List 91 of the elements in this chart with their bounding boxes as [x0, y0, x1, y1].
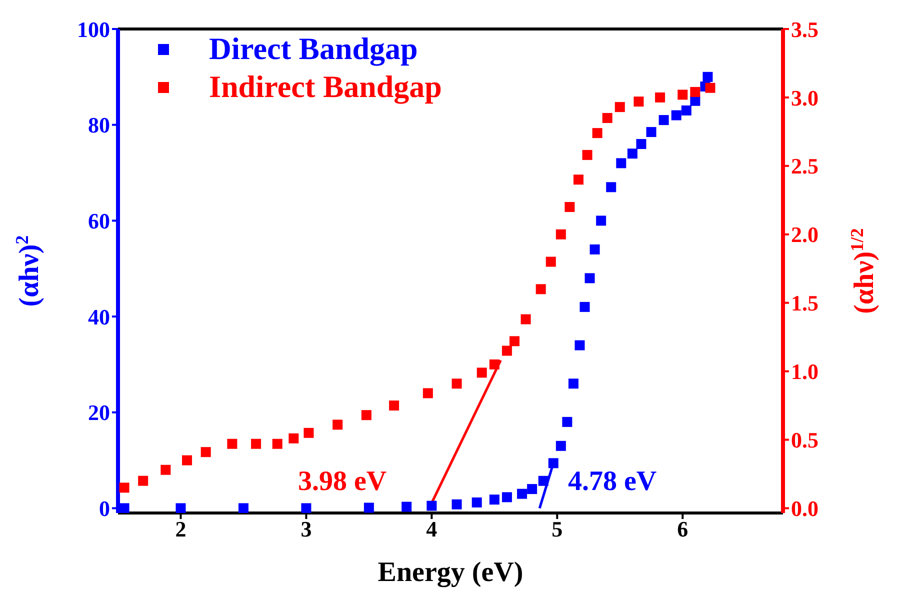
- point: [602, 112, 612, 123]
- point: [182, 455, 192, 466]
- point: [238, 503, 248, 513]
- point: [527, 484, 538, 494]
- point: [489, 359, 500, 370]
- point: [592, 128, 602, 138]
- point: [616, 158, 626, 168]
- point: [564, 202, 575, 212]
- y2-tick-label: 1.5: [791, 290, 818, 316]
- annotation: 4.78 eV: [568, 466, 657, 498]
- point: [520, 314, 531, 324]
- point: [580, 302, 590, 312]
- y-tick-label: 60: [88, 208, 110, 234]
- point: [251, 438, 262, 449]
- x-tick-label: 4: [426, 516, 438, 542]
- y2-tick-label: 1.0: [791, 359, 818, 384]
- point: [332, 420, 343, 430]
- point: [200, 447, 211, 458]
- point: [402, 502, 412, 512]
- point: [272, 438, 282, 449]
- point: [548, 458, 558, 468]
- point: [636, 139, 646, 150]
- point: [389, 400, 400, 411]
- point: [705, 82, 716, 93]
- point: [573, 174, 584, 185]
- point: [681, 105, 692, 116]
- point: [288, 433, 299, 444]
- point: [627, 148, 638, 159]
- point: [562, 416, 572, 427]
- point: [502, 346, 512, 356]
- legend-label: Indirect Bandgap: [209, 69, 442, 105]
- y-tick-label: 20: [88, 400, 110, 426]
- point: [489, 494, 500, 505]
- point: [160, 464, 171, 475]
- point: [574, 340, 585, 350]
- point: [702, 72, 713, 82]
- x-tick-label: 2: [175, 516, 186, 542]
- y2-tick-label: 0.0: [791, 496, 818, 522]
- point: [119, 482, 130, 493]
- y2-tick-label: 0.5: [791, 428, 818, 453]
- point: [426, 500, 437, 511]
- annotation: 3.98 eV: [298, 466, 387, 498]
- point: [452, 499, 462, 510]
- point: [361, 410, 372, 420]
- point: [596, 216, 606, 226]
- point: [634, 96, 644, 107]
- point: [690, 86, 700, 97]
- point: [658, 115, 669, 126]
- point: [452, 378, 462, 389]
- point: [546, 256, 556, 267]
- point: [646, 127, 656, 138]
- point: [671, 110, 682, 120]
- x-tick-label: 6: [677, 516, 688, 542]
- point: [176, 503, 186, 513]
- point: [517, 488, 528, 499]
- point: [538, 476, 548, 486]
- legend-label: Direct Bandgap: [209, 31, 418, 67]
- point: [472, 497, 482, 508]
- y2-tick-label: 2.5: [791, 154, 818, 179]
- point: [301, 503, 312, 513]
- point: [502, 492, 512, 502]
- point: [422, 388, 433, 398]
- point: [678, 90, 688, 100]
- point: [582, 150, 592, 160]
- point: [568, 378, 578, 389]
- point: [556, 440, 566, 451]
- point: [509, 336, 520, 346]
- point: [304, 428, 314, 438]
- y-tick-label: 80: [88, 112, 110, 138]
- point: [556, 229, 566, 240]
- point: [476, 368, 487, 378]
- y2-tick-label: 3.0: [791, 85, 818, 110]
- x-axis-title: Energy (eV): [378, 557, 524, 588]
- x-tick-label: 5: [552, 516, 563, 542]
- point: [606, 182, 616, 192]
- x-tick-label: 3: [300, 516, 312, 542]
- point: [138, 476, 148, 486]
- point: [614, 102, 625, 112]
- y-tick-label: 40: [88, 304, 110, 330]
- point: [119, 503, 130, 513]
- point: [690, 96, 700, 106]
- y-tick-label: 0: [99, 496, 110, 522]
- y-tick-label: 100: [77, 16, 110, 42]
- point: [584, 273, 595, 284]
- y2-tick-label: 3.5: [791, 16, 818, 42]
- point: [655, 92, 666, 102]
- y2-tick-label: 2.0: [791, 222, 818, 248]
- point: [364, 502, 374, 513]
- point: [536, 284, 546, 294]
- point: [590, 244, 600, 254]
- point: [227, 438, 238, 449]
